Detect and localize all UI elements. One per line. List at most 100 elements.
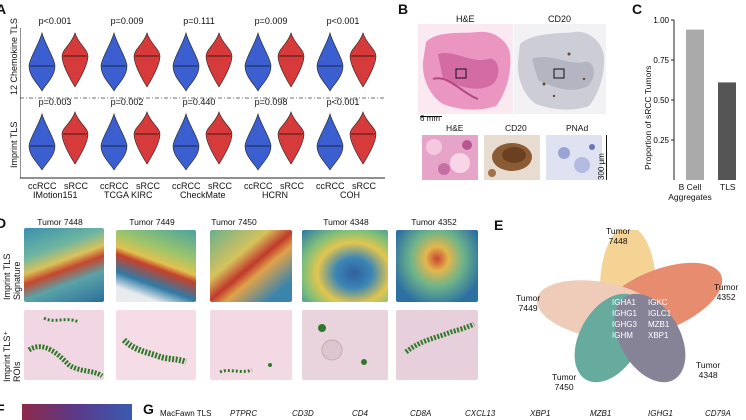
venn-7449-l1: Tumor [516, 293, 541, 303]
scale-bar-left [420, 116, 442, 117]
d-row2-line2: ROIs [12, 361, 22, 382]
violin-bottom-ccrcc-3 [172, 112, 200, 171]
scale-left-label: 6 mm [420, 114, 440, 123]
xlab-ccrcc-3: ccRCC [172, 181, 201, 191]
xlab-srcc-1: sRCC [64, 181, 88, 191]
g-header-7: MZB1 [590, 409, 612, 418]
c-bar-1 [686, 29, 704, 180]
g-header-0: MacFawn TLS [160, 409, 212, 418]
roi-tile-7449 [116, 310, 196, 380]
inset-he-label: H&E [446, 123, 464, 133]
venn-gene-8: XBP1 [648, 331, 669, 340]
c-ytick-label-1: 0.50 [653, 96, 669, 105]
violin-bottom-ccrcc-5 [316, 112, 344, 171]
xlab-srcc-2: sRCC [136, 181, 160, 191]
venn-gene-3: IGHG3 [612, 320, 637, 329]
c-ytick-label-2: 0.75 [653, 56, 669, 65]
roi-tile-4352 [396, 310, 478, 380]
xlab-ccrcc-5: ccRCC [316, 181, 345, 191]
d-tumor-4: Tumor 4348 [323, 217, 369, 227]
xlab-ccrcc-4: ccRCC [244, 181, 273, 191]
scale-bar-right [606, 135, 607, 180]
xlab-group-2: TCGA KIRC [104, 190, 153, 200]
violin-bottom-ccrcc-2 [100, 112, 128, 171]
pvalue-bottom-4: p=0.098 [254, 97, 288, 107]
g-header-4: CD8A [410, 409, 432, 418]
violin-top-srcc-4 [277, 31, 305, 88]
signature-tile-4348 [302, 230, 388, 302]
violin-bottom-srcc-1 [61, 110, 89, 165]
violin-bottom-srcc-3 [205, 110, 233, 165]
venn-gene-1: IGHA1 [612, 298, 637, 307]
violin-bottom-ccrcc-4 [244, 112, 272, 171]
pvalue-top-3: p=0.111 [183, 16, 215, 26]
d-tumor-1: Tumor 7448 [37, 217, 83, 227]
violin-top-ccrcc-4 [244, 31, 272, 92]
violin-bottom-ccrcc-1 [28, 112, 56, 171]
xlab-group-4: HCRN [262, 190, 288, 200]
venn-4348-l1: Tumor [696, 360, 721, 370]
venn-7449-l2: 7449 [518, 303, 538, 313]
panel-c-bar-chart: 0.25 0.50 0.75 1.00 [653, 16, 736, 180]
venn-label-7450: Tumor 7450 [552, 372, 576, 392]
venn-label-4348: Tumor 4348 [696, 360, 720, 380]
b-cd20-label: CD20 [548, 14, 572, 24]
panel-c-letter: C [632, 1, 643, 17]
xlab-ccrcc-1: ccRCC [28, 181, 57, 191]
d-row2-label: Imprint TLS⁺ ROIs [2, 331, 22, 382]
venn-7450-l2: 7450 [554, 382, 574, 392]
d-row1-line1: Imprint TLS [2, 253, 12, 300]
xlab-group-5: COH [340, 190, 360, 200]
xlab-srcc-5: sRCC [352, 181, 376, 191]
roi-tile-4348 [302, 310, 388, 380]
violin-top-srcc-2 [133, 31, 161, 88]
panel-d-letter: D [0, 215, 7, 231]
scale-right-label: 300 μm [597, 153, 606, 180]
d-row1-label: Imprint TLS Signature [2, 254, 22, 300]
panel-f-image-strip [22, 404, 132, 420]
panel-g-letter: G [143, 401, 154, 417]
xlab-ccrcc-2: ccRCC [100, 181, 129, 191]
pvalue-bottom-5: p<0.001 [326, 97, 360, 107]
venn-7448-l1: Tumor [606, 226, 631, 236]
pvalue-bottom-2: p=0.002 [110, 97, 144, 107]
pvalue-top-4: p=0.009 [254, 16, 288, 26]
violin-top-ccrcc-5 [316, 31, 344, 92]
g-header-1: PTPRC [230, 409, 258, 418]
violin-top-ccrcc-1 [28, 31, 56, 92]
violin-top-ccrcc-3 [172, 31, 200, 92]
violin-bottom-srcc-2 [133, 110, 161, 165]
panel-e-letter: E [494, 217, 504, 233]
signature-tile-7449 [116, 230, 196, 302]
venn-gene-2: IGHG1 [612, 309, 637, 318]
panel-f-letter: F [0, 401, 5, 417]
inset-he-image [422, 135, 478, 180]
venn-gene-7: MZB1 [648, 320, 670, 329]
panel-a-row1-label: 12 Chemokine TLS [9, 18, 19, 95]
venn-4352-l2: 4352 [716, 292, 736, 302]
c-ytick-label-3: 1.00 [653, 16, 669, 25]
violin-top-ccrcc-2 [100, 31, 128, 92]
c-cat1-label: B Cell Aggregates [666, 182, 714, 202]
d-tumor-2: Tumor 7449 [129, 217, 175, 227]
venn-label-7449: Tumor 7449 [516, 293, 540, 313]
roi-tile-7450 [210, 310, 292, 380]
d-tumor-5: Tumor 4352 [411, 217, 457, 227]
g-header-8: IGHG1 [648, 409, 673, 418]
pvalue-bottom-1: p=0.003 [38, 97, 72, 107]
c-cat1-line2: Aggregates [668, 192, 712, 202]
g-header-5: CXCL13 [465, 409, 496, 418]
venn-label-7448: Tumor 7448 [606, 226, 630, 246]
venn-4352-l1: Tumor [714, 282, 739, 292]
violin-top-srcc-1 [61, 31, 89, 88]
venn-7450-l1: Tumor [552, 372, 577, 382]
xlab-group-3: CheckMate [180, 190, 226, 200]
venn-gene-5: IGKC [648, 298, 668, 307]
g-header-2: CD3D [292, 409, 314, 418]
c-bar-2 [718, 82, 736, 180]
c-cat2-label: TLS [720, 182, 736, 192]
xlab-srcc-4: sRCC [280, 181, 304, 191]
inset-pnad-label: PNAd [566, 123, 589, 133]
xlab-group-1: IMotion151 [33, 190, 78, 200]
d-tumor-3: Tumor 7450 [211, 217, 257, 227]
